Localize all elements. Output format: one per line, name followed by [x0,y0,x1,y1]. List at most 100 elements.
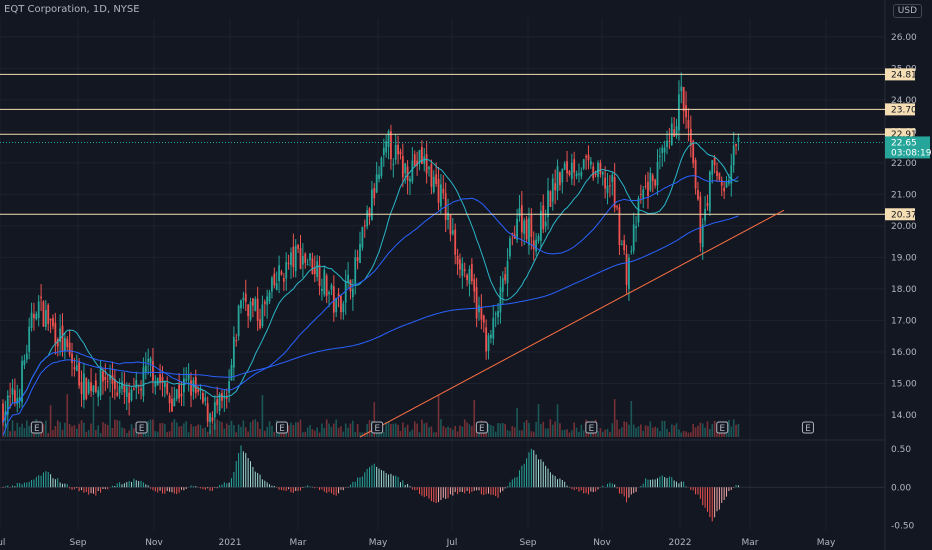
date-tick-label: Mar [290,538,307,548]
volume-bar [259,428,261,437]
level-price-tag [885,208,915,221]
volume-bar [640,424,642,437]
volume-bar [680,432,683,437]
volume-bar [156,431,159,437]
level-price-label: 22.91 [891,130,917,140]
volume-bar [306,427,309,437]
volume-bar [713,420,716,437]
candle-body [73,367,76,370]
candle-body [373,188,376,199]
candle-body [456,255,459,265]
earnings-marker-label[interactable]: E [279,424,285,434]
candle-body [278,265,280,282]
volume-bar [432,432,435,437]
volume-bar [304,431,307,437]
candle-body [244,293,247,302]
candle-body [118,385,121,393]
candle-body [125,386,128,398]
candle-body [116,392,119,396]
candle-body [385,141,388,153]
volume-bar [682,431,685,437]
volume-bar [637,426,640,437]
volume-bar [706,421,709,437]
candle-body [411,160,414,182]
volume-bar [578,431,580,437]
volume-bar [668,432,671,437]
candle-body [387,131,390,148]
candle-body [601,171,604,175]
volume-bar [99,432,102,437]
candle-body [242,297,245,300]
candle-body [720,180,723,186]
candle-body [235,340,238,342]
candle-body [556,166,559,191]
volume-bar [404,427,407,437]
volume-bar [225,423,228,437]
volume-bar [187,432,190,437]
volume-bar [211,424,214,437]
candle-body [332,286,335,313]
candle-body [325,275,328,296]
candle-body [209,413,211,423]
volume-bar [133,428,135,437]
volume-bar [490,424,492,437]
candle-body [285,261,288,279]
volume-bar [409,431,411,437]
candle-body [454,229,457,255]
candle-body [639,193,642,195]
candle-body [511,232,514,234]
candle-body [154,381,157,387]
volume-bar [463,419,466,437]
candle-body [171,399,173,412]
volume-bar [190,424,192,437]
candle-body [366,210,369,227]
volume-bar [561,430,564,437]
volume-bar [221,422,223,437]
candle-body [299,248,302,270]
volume-bar [330,426,333,437]
candle-body [568,171,571,175]
candle-body [561,169,564,183]
earnings-marker-label[interactable]: E [139,424,145,434]
candle-body [585,156,587,158]
candle-body [504,274,507,281]
candle-body [473,279,476,292]
volume-bar [551,424,554,437]
volume-bar [178,426,180,437]
candle-body [175,389,178,399]
earnings-marker-label[interactable]: E [589,424,595,434]
volume-bar [582,430,585,437]
earnings-marker-label[interactable]: E [805,424,811,434]
volume-bar [509,431,511,437]
candle-body [318,264,321,286]
currency-badge[interactable]: USD [892,4,922,18]
candle-body [647,181,649,196]
volume-bar [297,422,299,437]
earnings-marker-label[interactable]: E [34,424,40,434]
earnings-marker-label[interactable]: E [719,424,725,434]
candle-body [723,187,726,192]
candle-body [580,172,583,177]
candle-body [16,398,19,405]
candle-body [85,378,88,399]
candle-body [618,207,621,245]
date-tick-label: 2021 [219,538,242,548]
bar-countdown-label: 03:08:19 [891,148,932,158]
volume-bar [56,420,59,437]
chart-title: EQT Corporation, 1D, NYSE [4,4,140,15]
volume-bar [556,404,559,437]
volume-bar [735,424,737,437]
earnings-marker-label[interactable]: E [479,424,485,434]
volume-bar [321,423,323,437]
date-tick-label: Mar [742,538,759,548]
candle-body [340,295,342,313]
volume-bar [147,420,149,437]
earnings-marker-label[interactable]: E [374,424,380,434]
volume-bar [613,399,616,437]
volume-bar [390,423,392,437]
volume-bar [42,424,45,437]
volume-bar [316,427,318,437]
volume-bar [309,424,311,437]
candle-body [694,159,697,189]
